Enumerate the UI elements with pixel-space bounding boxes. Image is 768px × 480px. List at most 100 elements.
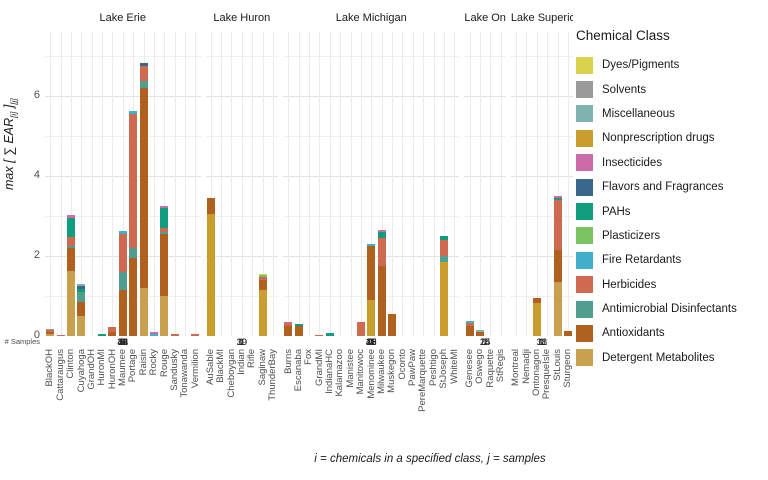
legend-label: Miscellaneous bbox=[602, 107, 675, 120]
bar-segment bbox=[439, 240, 448, 256]
legend-label: Antioxidants bbox=[602, 327, 665, 340]
site-label-slot: Menominee bbox=[366, 349, 377, 445]
sample-count: 1 bbox=[368, 337, 374, 348]
site-label: Cheboygan bbox=[225, 349, 237, 398]
grid-line-minor bbox=[510, 296, 574, 297]
site-label-slot: Oswego bbox=[474, 349, 485, 445]
sample-count: 2 bbox=[368, 337, 374, 348]
bar bbox=[191, 333, 200, 336]
legend-label: Detergent Metabolites bbox=[602, 351, 715, 364]
bar-segment bbox=[77, 316, 86, 336]
bar bbox=[129, 111, 138, 336]
legend-swatch bbox=[576, 276, 593, 294]
legend-label: Fire Retardants bbox=[602, 254, 682, 267]
sample-count: 1 bbox=[239, 337, 245, 348]
site-label: Muskegon bbox=[386, 349, 398, 393]
grid-line-minor bbox=[464, 216, 506, 217]
bar-segment bbox=[377, 230, 386, 232]
bar-slot bbox=[418, 32, 428, 336]
bar bbox=[388, 314, 397, 336]
facet: Lake Erie 2 14 32 8 2 2 2 6 46 34 42 43 2 1 2 BlackOH Cat… bbox=[44, 6, 201, 445]
site-label: PereMarquette bbox=[417, 349, 429, 412]
grid-line-vertical bbox=[122, 32, 124, 336]
grid-line-minor bbox=[205, 136, 279, 137]
grid-line-major bbox=[205, 256, 279, 257]
bar-slot bbox=[521, 32, 531, 336]
site-label: StJoseph bbox=[438, 349, 450, 389]
bar-segment bbox=[66, 217, 75, 237]
legend-item: Fire Retardants bbox=[576, 248, 766, 272]
legend-swatch bbox=[576, 300, 593, 318]
legend-item: Miscellaneous bbox=[576, 102, 766, 126]
sample-count: 32 bbox=[117, 337, 129, 348]
samples-row: 2 14 32 8 2 2 2 6 46 34 42 43 2 1 2 bbox=[45, 336, 201, 349]
bar-slot bbox=[76, 32, 86, 336]
grid-line-minor bbox=[464, 136, 506, 137]
bar-segment bbox=[139, 288, 148, 336]
grid-line-vertical bbox=[174, 32, 176, 336]
bar-segment bbox=[553, 196, 562, 198]
site-label: HuronMI bbox=[96, 349, 108, 386]
grid-line-major bbox=[205, 176, 279, 177]
bar bbox=[160, 206, 169, 336]
bar-segment bbox=[258, 280, 267, 290]
bar bbox=[170, 334, 179, 336]
bar-segment bbox=[367, 246, 376, 300]
bar-segment bbox=[553, 282, 562, 336]
facet: Lake Michigan 3 11 7 1 2 1 1 13 7 40 45 1 1 1 1 25 1 Burns… bbox=[283, 6, 460, 445]
bar-segment bbox=[129, 258, 138, 336]
bar-slot bbox=[345, 32, 355, 336]
grid-line-minor bbox=[45, 136, 201, 137]
bar-slot bbox=[552, 32, 562, 336]
bar-slot bbox=[226, 32, 236, 336]
bar bbox=[367, 244, 376, 336]
bar-segment bbox=[118, 272, 127, 290]
bar-segment bbox=[129, 111, 138, 114]
bar-segment bbox=[129, 248, 138, 258]
bar-slot bbox=[107, 32, 117, 336]
grid-line-vertical bbox=[329, 32, 331, 336]
sample-count: 1 bbox=[482, 337, 488, 348]
site-label-slot: Vermilion bbox=[190, 349, 201, 445]
legend-item: Detergent Metabolites bbox=[576, 346, 766, 370]
site-label-slot: Kalamazoo bbox=[334, 349, 345, 445]
legend-item: PAHs bbox=[576, 199, 766, 223]
site-label: WhiteMI bbox=[448, 349, 460, 384]
bar-segment bbox=[532, 303, 541, 336]
site-label-slot: Burns bbox=[283, 349, 294, 445]
bar bbox=[56, 334, 65, 336]
sample-count: 1 bbox=[368, 337, 374, 348]
bar-segment bbox=[149, 333, 158, 336]
legend-swatch bbox=[576, 129, 593, 147]
bar-segment bbox=[98, 334, 107, 336]
grid-line-vertical bbox=[102, 32, 104, 336]
grid-line-vertical bbox=[392, 32, 394, 336]
bar-segment bbox=[465, 321, 474, 323]
bar-segment bbox=[46, 328, 55, 331]
sample-count: 1 bbox=[368, 337, 374, 348]
sample-count: 45 bbox=[365, 337, 377, 348]
site-label-slot: Rifle bbox=[246, 349, 257, 445]
bar-slot bbox=[475, 32, 485, 336]
bar-slot bbox=[257, 32, 267, 336]
site-label-slot: BlackOH bbox=[44, 349, 55, 445]
grid-line-major bbox=[464, 176, 506, 177]
site-label: Cuyahoga bbox=[75, 349, 87, 393]
legend-swatch bbox=[576, 251, 593, 269]
bar-segment bbox=[258, 275, 267, 277]
site-label: Manitowoc bbox=[355, 349, 367, 395]
bar-segment bbox=[118, 234, 127, 272]
bar-segment bbox=[160, 231, 169, 234]
grid-line-major bbox=[283, 176, 460, 177]
bar-slot bbox=[387, 32, 397, 336]
grid-line-vertical bbox=[412, 32, 414, 336]
bar-segment bbox=[77, 286, 86, 289]
legend-label: Insecticides bbox=[602, 156, 663, 169]
sample-count: 2 bbox=[120, 337, 126, 348]
bar-segment bbox=[160, 296, 169, 336]
bar-segment bbox=[46, 330, 55, 333]
bar bbox=[108, 327, 117, 336]
bar bbox=[294, 324, 303, 336]
site-label-slot: HuronMI bbox=[96, 349, 108, 445]
grid-line-major bbox=[283, 96, 460, 97]
